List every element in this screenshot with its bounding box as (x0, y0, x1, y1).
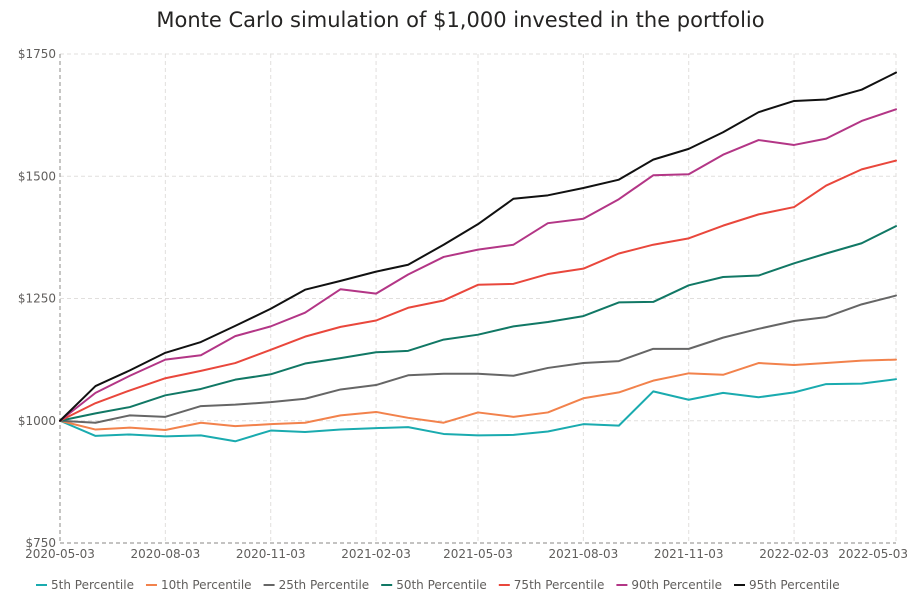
legend-label: 95th Percentile (749, 578, 840, 592)
legend-item-50th-percentile: 50th Percentile (381, 578, 487, 592)
series-line-5th-percentile (59, 378, 897, 443)
x-tick-label: 2021-02-03 (341, 547, 411, 561)
x-tick-label: 2021-11-03 (654, 547, 724, 561)
x-tick-label: 2020-11-03 (236, 547, 306, 561)
x-tick-label: 2021-08-03 (548, 547, 618, 561)
legend-item-5th-percentile: 5th Percentile (36, 578, 134, 592)
series-line-90th-percentile (59, 108, 897, 422)
x-tick-label: 2022-02-03 (759, 547, 829, 561)
series-line-10th-percentile (59, 358, 897, 432)
series-line-95th-percentile (59, 71, 897, 422)
legend-label: 10th Percentile (161, 578, 252, 592)
x-tick-label: 2021-05-03 (443, 547, 513, 561)
y-tick-label: $750 (25, 536, 56, 550)
series-line-25th-percentile (59, 294, 897, 424)
x-tick-label: 2020-05-03 (25, 547, 95, 561)
y-tick-label: $1250 (18, 292, 56, 306)
chart-title: Monte Carlo simulation of $1,000 investe… (156, 8, 765, 32)
legend-item-90th-percentile: 90th Percentile (616, 578, 722, 592)
legend-label: 90th Percentile (631, 578, 722, 592)
series-line-75th-percentile (59, 159, 897, 422)
legend-item-75th-percentile: 75th Percentile (498, 578, 605, 592)
legend-label: 5th Percentile (51, 578, 134, 592)
legend-item-10th-percentile: 10th Percentile (145, 578, 252, 592)
legend-item-95th-percentile: 95th Percentile (734, 578, 840, 592)
legend-label: 25th Percentile (279, 578, 370, 592)
legend-label: 50th Percentile (396, 578, 487, 592)
legend-item-25th-percentile: 25th Percentile (263, 578, 370, 592)
series-line-50th-percentile (59, 225, 897, 422)
y-tick-label: $1750 (18, 47, 56, 61)
y-tick-label: $1000 (18, 414, 56, 428)
x-tick-label: 2020-08-03 (130, 547, 200, 561)
x-tick-label: 2022-05-03 (838, 547, 908, 561)
y-tick-label: $1500 (18, 169, 56, 183)
legend-label: 75th Percentile (514, 578, 605, 592)
